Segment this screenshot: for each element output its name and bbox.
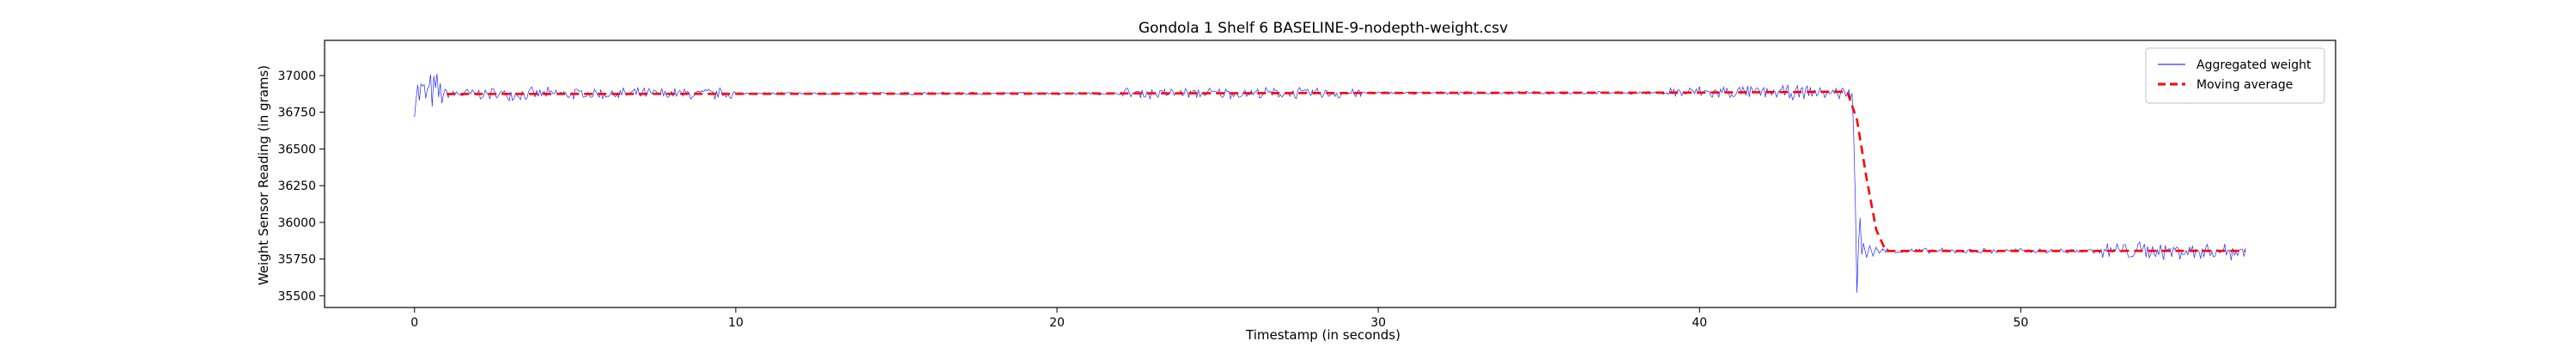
y-tick-label: 36250	[277, 180, 316, 193]
y-tick-label: 36500	[277, 143, 316, 156]
plot-frame	[324, 40, 2336, 308]
y-tick-label: 36750	[277, 107, 316, 120]
series-aggregated-weight-line	[414, 73, 2246, 293]
legend-aggregated-weight-label: Aggregated weight	[2196, 58, 2312, 72]
x-tick-label: 40	[1692, 316, 1707, 330]
legend: Aggregated weight Moving average	[2145, 47, 2325, 104]
chart-title: Gondola 1 Shelf 6 BASELINE-9-nodepth-wei…	[1139, 20, 1508, 37]
x-tick-label: 10	[728, 316, 744, 330]
x-axis: 0 10 20 30 40 50	[410, 307, 2028, 330]
y-tick-label: 36000	[277, 216, 316, 230]
x-tick-label: 0	[410, 316, 418, 330]
plot-area	[414, 73, 2246, 293]
series-moving-average-line	[447, 90, 2246, 253]
x-tick-label: 20	[1049, 316, 1065, 330]
legend-box	[2145, 47, 2325, 104]
x-axis-label: Timestamp (in seconds)	[1245, 327, 1400, 343]
y-axis: 35500 35750 36000 36250 36500 36750 37000	[277, 70, 325, 303]
y-tick-label: 35750	[277, 253, 316, 267]
legend-moving-average-label: Moving average	[2196, 78, 2293, 92]
y-axis-label: Weight Sensor Reading (in grams)	[256, 65, 271, 285]
x-tick-label: 50	[2013, 316, 2028, 330]
y-tick-label: 37000	[277, 70, 316, 83]
x-tick-label: 30	[1370, 316, 1386, 330]
y-tick-label: 35500	[277, 289, 316, 303]
